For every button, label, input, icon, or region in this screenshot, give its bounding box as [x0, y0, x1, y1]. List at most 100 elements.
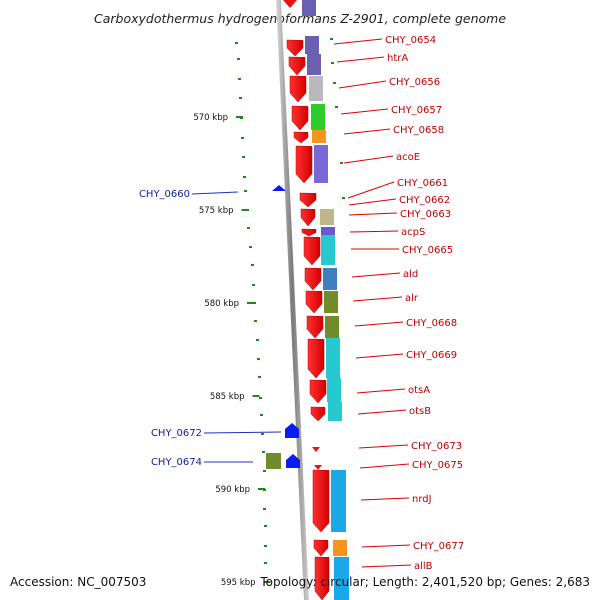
kbp-tick: [263, 581, 271, 583]
gc-tick: [235, 42, 238, 44]
label-leader-line: [355, 353, 404, 359]
cog-block: [325, 316, 339, 338]
label-leader-line: [340, 108, 389, 115]
label-leader-line: [361, 564, 412, 568]
cog-block: [333, 540, 347, 556]
gc-tick: [259, 397, 262, 399]
kbp-tick: [247, 302, 254, 304]
right-gene-labels: CHY_0654 htrA CHY_0656 CHY_0657 CHY_0658 acoE…: [333, 35, 464, 572]
forward-gene-arrow: [314, 556, 330, 600]
gc-tick: [264, 562, 267, 564]
cog-block: [323, 268, 337, 290]
gene-label-chy_0674: CHY_0674: [151, 457, 202, 468]
gene-label-chy_0663: CHY_0663: [400, 209, 451, 220]
forward-gene-arrow: [286, 39, 304, 57]
kbp-tick: [258, 488, 265, 490]
gene-label-otsa: otsA: [408, 385, 430, 396]
forward-gene-arrow: [309, 379, 327, 404]
gc-tick: [244, 190, 247, 192]
kbp-label: 590 kbp: [215, 485, 250, 495]
genome-backbone: [276, 0, 309, 600]
cog-block: [328, 402, 342, 421]
forward-gene-arrow: [291, 105, 309, 131]
gc-tick: [264, 525, 267, 527]
map-title: Carboxydothermus hydrogenoformans Z-2901…: [94, 11, 506, 26]
label-leader-line: [356, 388, 406, 394]
gc-tick: [247, 227, 250, 229]
gc-tick: [331, 62, 334, 64]
gc-tick: [340, 162, 343, 164]
forward-gene-arrow: [289, 75, 307, 103]
reverse-gene-arrow: [272, 185, 286, 191]
cog-block: [320, 209, 334, 225]
cog-block: [307, 54, 321, 75]
forward-strand-genes: [283, 0, 330, 600]
gene-label-chy_0669: CHY_0669: [406, 350, 457, 361]
gc-tick: [253, 302, 256, 304]
gene-label-chy_0673: CHY_0673: [411, 441, 462, 452]
gc-tick: [263, 470, 266, 472]
gc-tick: [257, 358, 260, 360]
gc-tick: [251, 264, 254, 266]
gene-label-otsb: otsB: [409, 406, 431, 417]
label-leader-line: [359, 463, 410, 469]
gc-tick: [238, 78, 241, 80]
kbp-tick: [241, 209, 249, 211]
gc-tick: [342, 197, 345, 199]
label-leader-line: [203, 431, 282, 434]
label-leader-line: [351, 272, 401, 278]
label-leader-line: [352, 296, 403, 302]
forward-gene-arrow: [314, 465, 322, 470]
cog-block: [302, 0, 316, 16]
gene-label-chy_0662: CHY_0662: [399, 195, 450, 206]
cog-color-blocks: [302, 0, 349, 600]
gc-tick: [241, 137, 244, 139]
kbp-label: 595 kbp: [221, 578, 256, 588]
forward-gene-arrow: [301, 229, 311, 234]
gene-label-htra: htrA: [387, 53, 408, 64]
kbp-label: 585 kbp: [210, 392, 245, 402]
gene-label-chy_0677: CHY_0677: [413, 541, 464, 552]
label-leader-line: [348, 198, 397, 206]
cog-block: [305, 36, 319, 54]
gc-tick: [262, 451, 265, 453]
gc-skew-ticks: [235, 38, 345, 564]
kbp-tick: [252, 395, 260, 397]
label-leader-line: [358, 444, 409, 449]
forward-gene-arrow: [313, 539, 329, 557]
gc-tick: [239, 97, 242, 99]
left-gene-labels: CHY_0660 CHY_0672 CHY_0674: [139, 189, 282, 468]
gc-tick: [330, 38, 333, 40]
gc-tick: [333, 82, 336, 84]
cog-block: [331, 470, 346, 532]
kbp-scale: 570 kbp 575 kbp 580 kbp 585 kbp 590 kbp 595 k…: [193, 113, 271, 588]
label-leader-line: [336, 56, 385, 63]
cog-block: [311, 104, 325, 130]
cog-block: [309, 76, 323, 101]
label-leader-line: [361, 544, 411, 548]
cog-block: [324, 291, 338, 313]
label-leader-line: [343, 155, 394, 164]
gene-label-alr: alr: [405, 293, 419, 304]
gc-tick: [252, 284, 255, 286]
gc-tick: [249, 246, 252, 248]
gene-label-acps: acpS: [401, 227, 425, 238]
forward-gene-arrow: [312, 447, 320, 452]
forward-gene-arrow: [283, 0, 297, 8]
forward-gene-arrow: [288, 56, 306, 76]
gc-tick: [242, 156, 245, 158]
cog-block: [326, 338, 340, 378]
label-leader-line: [333, 38, 383, 45]
gene-label-chy_0665: CHY_0665: [402, 245, 453, 256]
label-leader-line: [348, 212, 398, 216]
gc-tick: [335, 106, 338, 108]
gene-label-ald: ald: [403, 269, 418, 280]
gc-tick: [264, 545, 267, 547]
gene-label-allb: allB: [414, 561, 433, 572]
cog-block: [327, 378, 341, 402]
gene-label-chy_0660: CHY_0660: [139, 189, 190, 200]
gc-tick: [260, 414, 263, 416]
label-leader-line: [343, 128, 391, 135]
gc-tick: [256, 339, 259, 341]
